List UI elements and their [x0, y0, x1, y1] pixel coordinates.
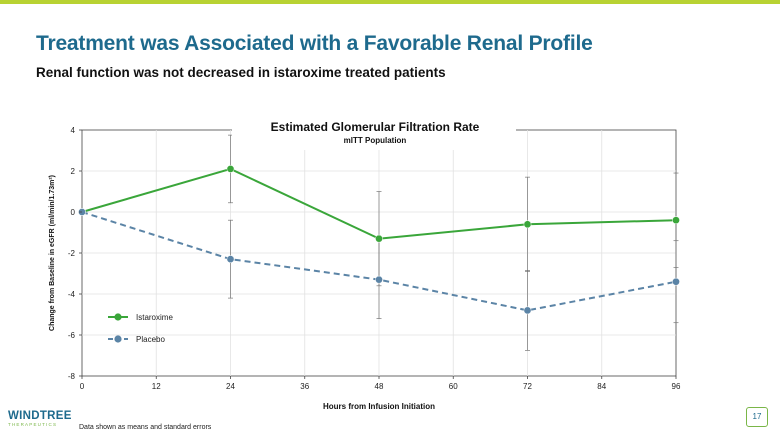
- istaroxime-point: [375, 234, 383, 243]
- y-tick-label: -8: [68, 372, 76, 381]
- placebo-point: [672, 277, 680, 286]
- y-tick-label: 2: [71, 167, 76, 176]
- slide-title: Treatment was Associated with a Favorabl…: [36, 32, 593, 55]
- legend-istaroxime-marker: [114, 313, 122, 321]
- y-axis-label: Change from Baseline in eGFR (ml/min/1.7…: [49, 175, 56, 331]
- x-tick-label: 60: [449, 382, 458, 391]
- x-tick-label: 72: [523, 382, 532, 391]
- y-tick-label: 0: [71, 208, 76, 217]
- x-tick-label: 24: [226, 382, 235, 391]
- legend-placebo-marker: [114, 335, 122, 343]
- chart-title-background: [232, 116, 516, 150]
- x-tick-label: 84: [597, 382, 606, 391]
- y-tick-label: -4: [68, 290, 76, 299]
- x-axis-label: Hours from Infusion Initiation: [323, 402, 435, 411]
- y-axis-ticks: 4 2 0 -2 -4 -6 -8: [68, 126, 82, 381]
- logo-wordmark: WINDTREE: [8, 410, 72, 422]
- legend-placebo-label: Placebo: [136, 335, 165, 344]
- footnote: Data shown as means and standard errors: [79, 424, 212, 431]
- page-number: 17: [746, 407, 768, 427]
- istaroxime-point: [672, 216, 680, 225]
- slide-subtitle: Renal function was not decreased in ista…: [36, 65, 446, 80]
- istaroxime-point: [523, 220, 532, 229]
- company-logo: WINDTREE THERAPEUTICS: [8, 410, 72, 427]
- x-tick-label: 12: [152, 382, 161, 391]
- y-tick-label: 4: [71, 126, 76, 135]
- istaroxime-point: [226, 165, 235, 173]
- x-tick-label: 36: [300, 382, 309, 391]
- chart-subtitle: mITT Population: [344, 136, 407, 145]
- x-tick-label: 48: [375, 382, 384, 391]
- placebo-point: [226, 255, 235, 263]
- legend-istaroxime-label: Istaroxime: [136, 313, 173, 322]
- placebo-point: [375, 275, 383, 284]
- y-tick-label: -6: [68, 331, 76, 340]
- x-tick-label: 0: [80, 382, 85, 391]
- x-tick-label: 96: [672, 382, 681, 391]
- x-axis-ticks: 0 12 24 36 48 60 72 84 96: [80, 376, 681, 391]
- y-tick-label: -2: [68, 249, 76, 258]
- logo-tagline: THERAPEUTICS: [8, 422, 58, 427]
- placebo-point: [523, 306, 532, 315]
- series-points: [78, 165, 680, 315]
- chart-title: Estimated Glomerular Filtration Rate: [271, 120, 480, 134]
- accent-bar: [0, 0, 780, 4]
- legend: Istaroxime Placebo: [108, 313, 173, 344]
